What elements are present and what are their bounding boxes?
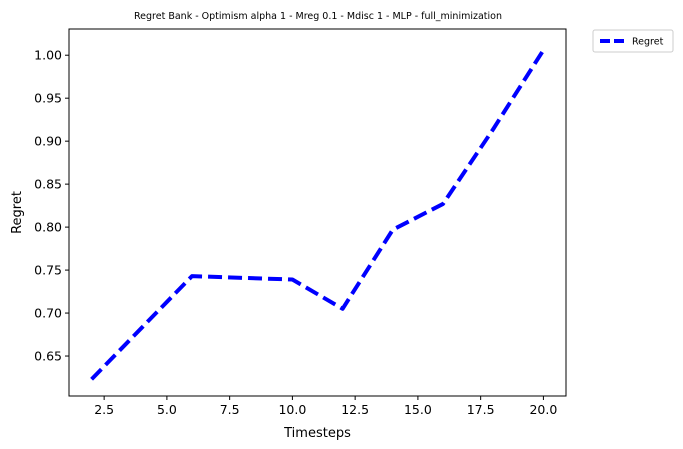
x-tick-label: 17.5	[467, 402, 495, 417]
x-axis: 2.5 5.0 7.5 10.0 12.5 15.0 17.5 20.0	[94, 396, 557, 417]
legend-box	[592, 29, 674, 53]
y-tick-label: 0.95	[34, 91, 62, 106]
x-tick-label: 10.0	[278, 402, 306, 417]
series-line-regret	[90, 48, 546, 381]
chart-title: Regret Bank - Optimism alpha 1 - Mreg 0.…	[134, 11, 502, 22]
x-tick-label: 15.0	[404, 402, 432, 417]
y-tick-label: 0.75	[34, 263, 62, 278]
y-axis-label: Regret	[10, 191, 25, 234]
series-layer	[90, 48, 546, 381]
legend-label-regret: Regret	[632, 37, 664, 48]
y-tick-label: 0.80	[34, 220, 62, 235]
x-tick-label: 12.5	[341, 402, 369, 417]
x-tick-label: 5.0	[157, 402, 177, 417]
x-tick-label: 20.0	[529, 402, 557, 417]
y-axis: 0.65 0.70 0.75 0.80 0.85 0.90 0.95 1.00	[34, 48, 69, 364]
y-tick-label: 0.85	[34, 177, 62, 192]
x-axis-label: Timesteps	[283, 426, 351, 441]
legend: Regret	[592, 29, 674, 53]
x-tick-label: 2.5	[94, 402, 114, 417]
y-tick-label: 0.65	[34, 349, 62, 364]
y-tick-label: 1.00	[34, 48, 62, 63]
y-tick-label: 0.90	[34, 134, 62, 149]
y-tick-label: 0.70	[34, 306, 62, 321]
plot-area	[68, 28, 567, 397]
x-tick-label: 7.5	[220, 402, 240, 417]
